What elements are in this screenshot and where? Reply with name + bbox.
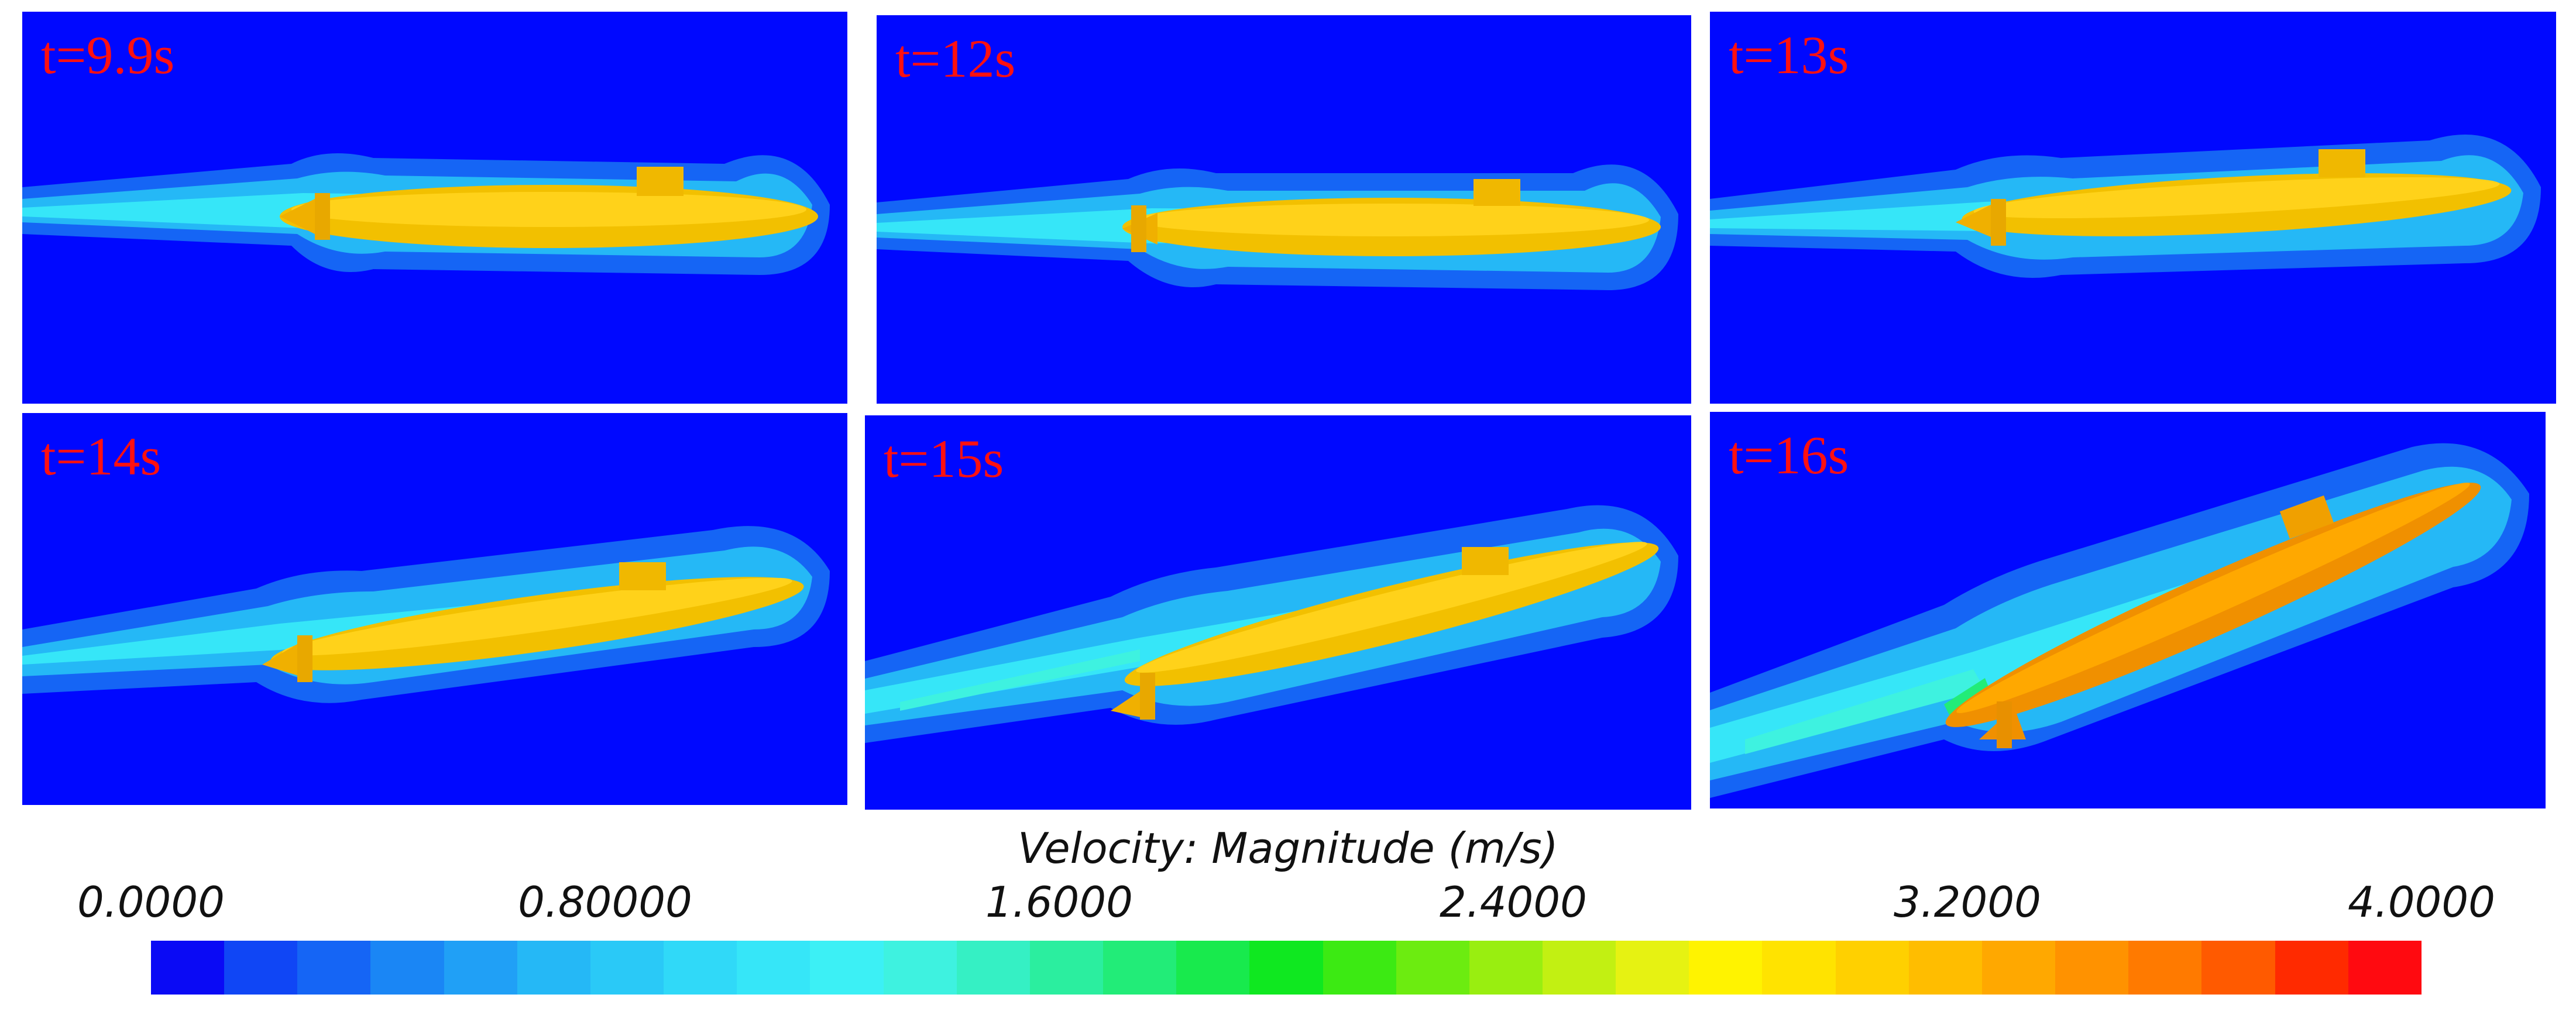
velocity-field-graphic	[865, 505, 1678, 743]
velocity-field-graphic	[22, 526, 830, 703]
colorbar-swatch	[1469, 941, 1543, 995]
legend-tick: 2.4000	[1440, 878, 1587, 927]
colorbar-swatch	[883, 941, 957, 995]
panel-t14: t=14s	[22, 413, 847, 805]
legend-tick: 3.2000	[1894, 878, 2041, 927]
legend-tick: 4.0000	[2348, 878, 2495, 927]
velocity-field-graphic	[877, 164, 1678, 290]
legend-tick: 0.80000	[518, 878, 692, 927]
colorbar-swatch	[1835, 941, 1909, 995]
colorbar-swatch	[737, 941, 810, 995]
velocity-field-graphic	[22, 153, 830, 275]
legend-title: Velocity: Magnitude (m/s)	[1018, 824, 1558, 873]
colorbar-swatch	[1762, 941, 1836, 995]
colorbar-swatch	[1103, 941, 1177, 995]
submarine-hull	[1956, 149, 2512, 246]
time-label: t=16s	[1729, 425, 1849, 485]
legend-tick: 0.0000	[77, 878, 225, 927]
time-label: t=9.9s	[41, 25, 175, 85]
colorbar-swatch	[1396, 941, 1469, 995]
colorbar-swatch	[370, 941, 444, 995]
panel-t16: t=16s	[1710, 412, 2546, 808]
colorbar-swatch	[2201, 941, 2275, 995]
colorbar-swatch	[2348, 941, 2422, 995]
time-label: t=15s	[884, 429, 1004, 488]
time-label: t=13s	[1729, 25, 1849, 85]
colorbar-swatch	[1323, 941, 1396, 995]
colorbar-swatch	[590, 941, 664, 995]
time-label: t=14s	[41, 426, 162, 486]
submarine-hull	[1111, 542, 1659, 720]
panel-t13: t=13s	[1710, 12, 2556, 404]
colorbar-swatch	[224, 941, 298, 995]
submarine-hull	[280, 167, 818, 248]
panel-t9-9: t=9.9s	[22, 12, 847, 404]
colorbar-swatch	[810, 941, 884, 995]
colorbar-swatch	[1029, 941, 1104, 995]
colorbar-swatch	[297, 941, 371, 995]
colorbar-swatch	[1689, 941, 1763, 995]
panel-t12: t=12s	[877, 15, 1691, 404]
colorbar-swatch	[1176, 941, 1250, 995]
time-label: t=12s	[895, 29, 1016, 88]
submarine-hull	[262, 562, 804, 682]
velocity-field-graphic	[1710, 443, 2529, 798]
colorbar-swatch	[664, 941, 737, 995]
colorbar-swatch	[151, 941, 225, 995]
velocity-field-graphic	[1710, 135, 2541, 278]
colorbar-swatch	[1249, 941, 1323, 995]
colorbar-swatch	[1908, 941, 1982, 995]
panel-t15: t=15s	[865, 415, 1691, 810]
colorbar-swatch	[2055, 941, 2129, 995]
velocity-colorbar	[151, 941, 2422, 995]
submarine-hull	[1122, 179, 1661, 256]
colorbar-swatch	[2128, 941, 2202, 995]
colorbar-swatch	[517, 941, 590, 995]
colorbar-swatch	[1542, 941, 1616, 995]
colorbar-swatch	[956, 941, 1030, 995]
colorbar-swatch	[1616, 941, 1689, 995]
colorbar-swatch	[2275, 941, 2348, 995]
legend-tick: 1.6000	[985, 878, 1133, 927]
submarine-hull	[1945, 483, 2481, 748]
colorbar-swatch	[1981, 941, 2056, 995]
colorbar-swatch	[444, 941, 517, 995]
